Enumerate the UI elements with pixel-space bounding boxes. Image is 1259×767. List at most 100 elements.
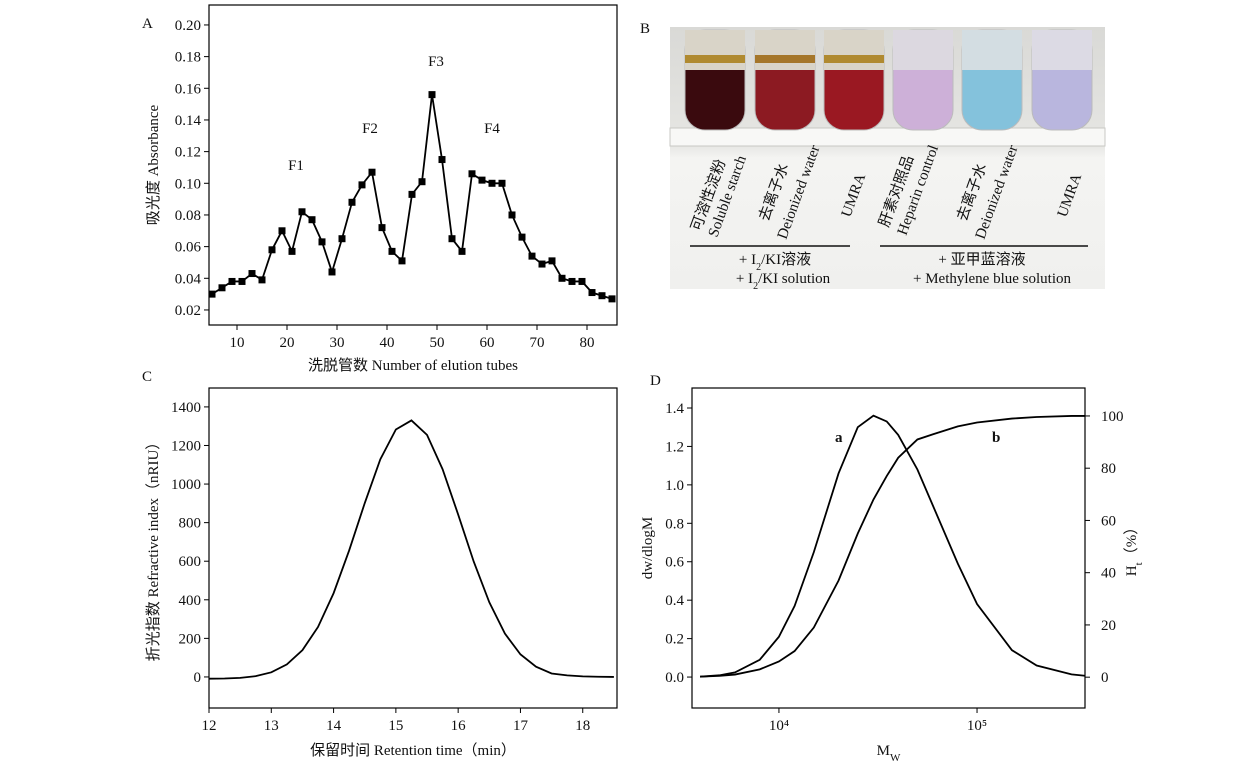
- data-marker: [378, 224, 386, 232]
- y-tick-label: 800: [179, 516, 202, 532]
- y2-tick-label: 60: [1101, 513, 1116, 529]
- data-marker: [458, 247, 466, 255]
- y2-tick-label: 20: [1101, 618, 1116, 634]
- x-tick-label: 17: [513, 718, 529, 734]
- group-label: + I2/KI solution: [736, 271, 831, 292]
- tube-meniscus: [824, 55, 884, 63]
- y-tick-label: 1000: [171, 477, 201, 493]
- y-tick-label: 0.20: [175, 18, 201, 34]
- text-part: /KI溶液: [761, 251, 811, 268]
- group-label: + I2/KI溶液: [739, 251, 811, 273]
- x-tick-label: 10: [230, 335, 245, 351]
- data-marker: [548, 257, 556, 265]
- y-tick-label: 0.4: [665, 593, 684, 609]
- text-part: 2: [756, 262, 761, 273]
- y2-tick-label: 40: [1101, 566, 1116, 582]
- data-marker: [608, 295, 616, 303]
- data-marker: [288, 247, 296, 255]
- x-tick-label: 40: [380, 335, 395, 351]
- data-marker: [398, 257, 406, 265]
- x-tick-label: 15: [388, 718, 403, 734]
- annotation: F2: [362, 121, 378, 137]
- text-part: W: [890, 752, 901, 764]
- y-tick-label: 0.2: [665, 632, 684, 648]
- text-part: H: [1124, 565, 1140, 576]
- data-marker: [558, 274, 566, 282]
- group-label: + Methylene blue solution: [913, 271, 1072, 287]
- data-marker: [598, 292, 606, 300]
- data-line: [208, 419, 614, 680]
- tube-meniscus: [755, 55, 815, 63]
- annotation: F4: [484, 121, 500, 137]
- y-tick-label: 0.18: [175, 50, 201, 66]
- tube-top: [755, 30, 815, 70]
- data-marker: [498, 179, 506, 187]
- data-marker: [568, 277, 576, 285]
- rack: [669, 127, 1106, 147]
- tube-meniscus: [685, 55, 745, 63]
- y-tick-label: 600: [179, 554, 202, 570]
- data-marker: [358, 181, 366, 189]
- x-tick-label: 60: [480, 335, 495, 351]
- x-tick-label: 18: [575, 718, 590, 734]
- y-tick-label: 0.14: [175, 113, 202, 129]
- y-axis-label: 折光指数 Refractive index（nRIU）: [145, 435, 162, 662]
- data-marker: [338, 235, 346, 243]
- y-tick-label: 1200: [171, 438, 201, 454]
- data-marker: [368, 168, 376, 176]
- x-tick-label: 50: [430, 335, 445, 351]
- y-tick-label: 0.12: [175, 145, 201, 161]
- data-marker: [208, 290, 216, 298]
- panel-b-photo: B 可溶性淀粉 Soluble starch 去离子水 Deionized wa…: [640, 21, 1106, 292]
- y2-tick-label: 100: [1101, 409, 1124, 425]
- text-part: （%）: [1123, 520, 1140, 563]
- y-tick-label: 0.6: [665, 555, 684, 571]
- group-label: + 亚甲蓝溶液: [938, 251, 1025, 268]
- y-tick-label: 0.16: [175, 81, 202, 97]
- series-label: a: [835, 430, 843, 446]
- y-tick-label: 1.2: [665, 439, 684, 455]
- data-marker: [318, 238, 326, 246]
- data-marker: [588, 289, 596, 297]
- y-tick-label: 0.04: [175, 271, 202, 287]
- data-marker: [428, 91, 436, 99]
- x-tick-label: 30: [330, 335, 345, 351]
- y-tick-label: 0.0: [665, 670, 684, 686]
- data-marker: [468, 170, 476, 178]
- data-marker: [578, 277, 586, 285]
- x-tick-label: 10⁵: [967, 718, 987, 734]
- data-marker: [298, 208, 306, 216]
- text-part: + I: [736, 271, 753, 287]
- data-marker: [308, 216, 316, 224]
- data-marker: [258, 276, 266, 284]
- data-marker: [238, 277, 246, 285]
- y-tick-label: 0.08: [175, 208, 201, 224]
- x-axis-label: 洗脱管数 Number of elution tubes: [308, 357, 518, 374]
- data-marker: [418, 178, 426, 186]
- x-tick-label: 20: [280, 335, 295, 351]
- y-tick-label: 0: [194, 670, 202, 686]
- panel-letter: B: [640, 21, 650, 37]
- panel-letter: D: [650, 373, 661, 389]
- data-marker: [328, 268, 336, 276]
- data-marker: [478, 176, 486, 184]
- x-tick-label: 12: [202, 718, 217, 734]
- data-marker: [448, 235, 456, 243]
- data-marker: [438, 156, 446, 164]
- data-marker: [518, 233, 526, 241]
- tube-top: [1032, 30, 1092, 70]
- text-part: M: [877, 743, 890, 759]
- data-marker: [408, 190, 416, 198]
- plot-frame: [691, 387, 1086, 709]
- x-tick-label: 10⁴: [769, 718, 789, 734]
- y-tick-label: 400: [179, 593, 202, 609]
- data-line: [700, 414, 1085, 678]
- x-axis-label: 保留时间 Retention time（min）: [310, 742, 516, 759]
- y-axis-label: dw/dlogM: [640, 517, 656, 580]
- data-marker: [348, 198, 356, 206]
- y-tick-label: 1.0: [665, 478, 684, 494]
- plot-frame: [208, 4, 618, 326]
- x-tick-label: 16: [451, 718, 467, 734]
- tubes: [684, 29, 1093, 131]
